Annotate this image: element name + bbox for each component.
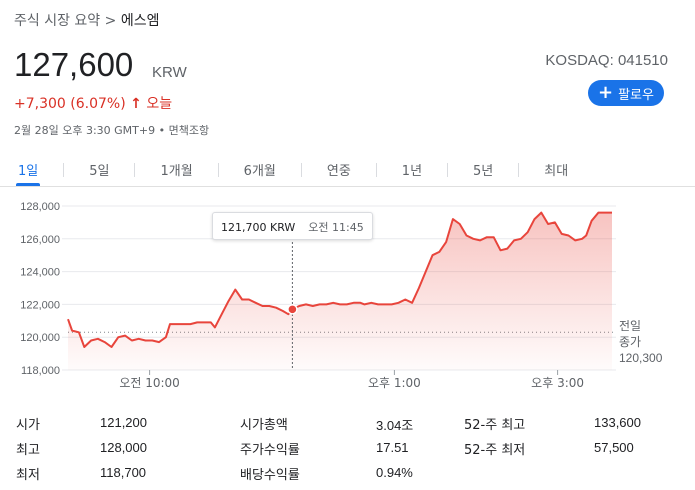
breadcrumb-separator: > (104, 13, 117, 29)
quote-meta: 2월 28일 오후 3:30 GMT+9 • 면책조항 (14, 124, 210, 137)
prev-close-label-line1: 전일 (619, 319, 642, 333)
chart-tooltip: 121,700 KRW 오전 11:45 (212, 212, 373, 240)
hover-point (287, 304, 298, 315)
tab-divider (217, 163, 219, 177)
stat-label-52w-high: 52-주 최고 (464, 418, 526, 433)
price-change: +7,300 (6.07%) ↑ 오늘 (14, 93, 172, 113)
price-area-fill (68, 212, 612, 370)
tab-divider (300, 163, 302, 177)
key-stats-table: 시가 121,200 시가총액 3.04조 52-주 최고 133,600 최고… (14, 414, 684, 486)
y-tick-label: 120,000 (20, 332, 60, 344)
change-period: 오늘 (146, 96, 173, 112)
prev-close-value: 120,300 (619, 351, 663, 365)
arrow-up-icon: ↑ (130, 96, 142, 112)
tab-6m[interactable]: 6개월 (243, 164, 276, 179)
stat-label-dividend-yield: 배당수익률 (240, 468, 300, 483)
tabs-divider (0, 186, 695, 187)
breadcrumb: 주식 시장 요약 > 에스엠 (14, 10, 159, 30)
tab-1m[interactable]: 1개월 (160, 164, 193, 179)
price-line-series (67, 211, 612, 348)
stat-label-low: 최저 (16, 468, 40, 483)
tab-max[interactable]: 최대 (544, 164, 569, 179)
price-change-value: +7,300 (6.07%) (14, 96, 126, 112)
price-chart[interactable]: 128,000 126,000 124,000 122,000 120,000 118,0… (0, 190, 695, 400)
tab-divider (63, 163, 65, 177)
stat-value-52w-low: 57,500 (594, 440, 634, 455)
y-tick-label: 124,000 (20, 267, 60, 279)
x-axis: 오전 10:00 오후 1:00 오후 3:00 (119, 370, 584, 390)
y-tick-label: 122,000 (20, 299, 60, 311)
breadcrumb-current: 에스엠 (120, 13, 160, 29)
y-tick-label: 126,000 (20, 234, 60, 246)
currency-label: KRW (152, 64, 187, 81)
tab-divider (518, 163, 520, 177)
tab-5y[interactable]: 5년 (473, 164, 494, 179)
prev-close-label-line2: 종가 (619, 335, 642, 349)
y-tick-label: 118,000 (21, 365, 60, 377)
stat-label-high: 최고 (16, 443, 40, 458)
prev-close-label: 전일 종가 120,300 (619, 318, 662, 366)
tooltip-price: 121,700 KRW (221, 221, 296, 234)
stat-label-pe-ratio: 주가수익률 (240, 443, 300, 458)
stat-value-low: 118,700 (100, 465, 147, 480)
y-tick-label: 128,000 (20, 201, 60, 213)
tooltip-time: 오전 11:45 (308, 221, 364, 234)
tab-divider (375, 163, 377, 177)
range-tabs: 1일 5일 1개월 6개월 연중 1년 5년 최대 (8, 156, 578, 186)
stock-price: 127,600 (14, 46, 134, 83)
stat-value-high: 128,000 (100, 440, 147, 455)
stat-value-market-cap: 3.04조 (376, 418, 414, 433)
x-tick-label: 오후 1:00 (368, 376, 421, 390)
tab-5d[interactable]: 5일 (89, 164, 110, 179)
breadcrumb-parent-link[interactable]: 주식 시장 요약 (14, 13, 101, 29)
stat-label-52w-low: 52-주 최저 (464, 443, 526, 458)
stat-label-market-cap: 시가총액 (240, 418, 288, 433)
tab-1d[interactable]: 1일 (8, 156, 48, 186)
ticker-symbol: KOSDAQ: 041510 (545, 52, 668, 69)
x-tick-label: 오후 3:00 (531, 376, 584, 390)
hover-crosshair (287, 226, 298, 370)
tab-divider (447, 163, 449, 177)
follow-button-label: 팔로우 (618, 87, 654, 103)
tab-divider (134, 163, 136, 177)
x-tick-label: 오전 10:00 (119, 376, 179, 390)
follow-button[interactable]: + 팔로우 (588, 80, 664, 106)
stat-value-dividend-yield: 0.94% (376, 465, 413, 480)
tab-1y[interactable]: 1년 (401, 164, 423, 179)
tab-ytd[interactable]: 연중 (326, 164, 351, 179)
stat-value-open: 121,200 (100, 415, 147, 430)
stat-label-open: 시가 (16, 418, 40, 433)
stat-value-52w-high: 133,600 (594, 415, 641, 430)
plus-icon: + (598, 82, 614, 103)
stat-value-pe-ratio: 17.51 (376, 440, 409, 455)
